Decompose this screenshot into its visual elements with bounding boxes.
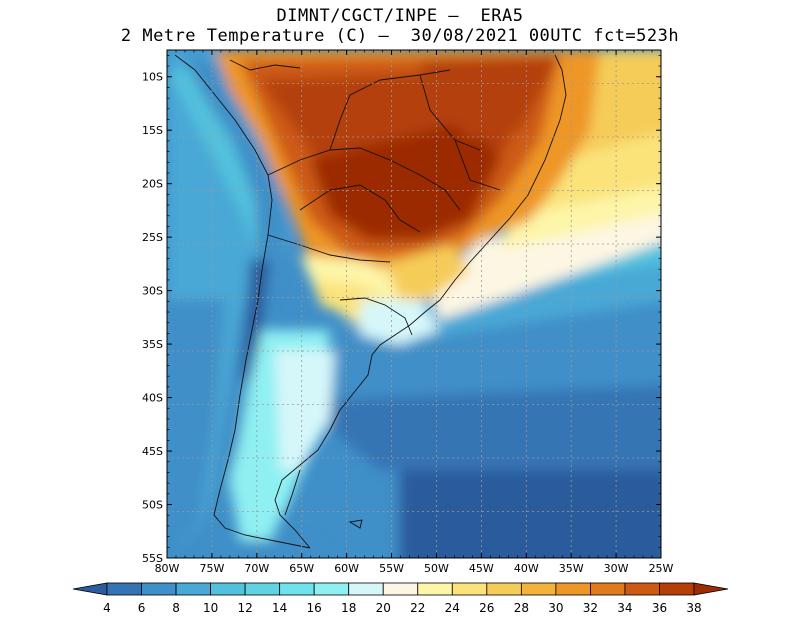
colorbar-swatch	[417, 582, 453, 596]
colorbar-label: 26	[479, 601, 494, 615]
colorbar-label: 20	[376, 601, 391, 615]
colorbar-swatch	[279, 582, 315, 596]
lat-label: 25S	[142, 231, 163, 244]
colorbar-label: 38	[686, 601, 701, 615]
lat-label: 10S	[142, 71, 163, 84]
colorbar-label: 10	[203, 601, 218, 615]
lon-label: 35W	[559, 562, 584, 575]
colorbar-swatch	[210, 582, 246, 596]
colorbar-label: 36	[652, 601, 667, 615]
lat-label: 15S	[142, 124, 163, 137]
lon-label: 70W	[244, 562, 269, 575]
lon-label: 45W	[469, 562, 494, 575]
lon-label: 40W	[514, 562, 539, 575]
lon-label: 80W	[155, 562, 180, 575]
colorbar-swatch	[313, 582, 350, 596]
colorbar-label: 22	[410, 601, 425, 615]
lat-label: 40S	[142, 392, 163, 405]
axis-ticks	[166, 50, 662, 559]
graticule	[167, 50, 661, 558]
colorbar-swatch	[244, 582, 281, 596]
colorbar-swatch	[141, 582, 177, 596]
colorbar-swatch	[555, 582, 591, 596]
lon-label: 75W	[199, 562, 224, 575]
colorbar-label: 34	[617, 601, 632, 615]
colorbar-label: 18	[341, 601, 356, 615]
lat-label: 20S	[142, 178, 163, 191]
colorbar-label: 6	[138, 601, 146, 615]
colorbar-swatch	[348, 582, 384, 596]
colorbar-label: 4	[103, 601, 111, 615]
coastlines	[174, 54, 567, 549]
colorbar-swatch	[175, 582, 211, 596]
colorbar-swatch	[382, 582, 419, 596]
lat-label: 45S	[142, 445, 163, 458]
temperature-field	[167, 50, 661, 558]
title-line-2: 2 Metre Temperature (C) – 30/08/2021 00U…	[120, 26, 680, 46]
lat-label: 55S	[142, 552, 163, 565]
colorbar-label: 14	[272, 601, 287, 615]
colorbar-swatch	[520, 582, 557, 596]
colorbar	[72, 582, 729, 596]
colorbar-low-arrow	[72, 582, 108, 596]
colorbar-swatch	[106, 582, 142, 596]
lon-label: 30W	[604, 562, 629, 575]
colorbar-label: 16	[307, 601, 322, 615]
colorbar-label: 12	[237, 601, 252, 615]
colorbar-high-arrow	[693, 582, 729, 596]
colorbar-swatch	[486, 582, 522, 596]
lon-label: 60W	[334, 562, 359, 575]
colorbar-swatch	[624, 582, 660, 596]
colorbar-swatch	[590, 582, 626, 596]
colorbar-label: 24	[445, 601, 460, 615]
lon-label: 65W	[289, 562, 314, 575]
lat-label: 30S	[142, 285, 163, 298]
colorbar-label: 28	[514, 601, 529, 615]
colorbar-label: 8	[172, 601, 180, 615]
colorbar-label: 30	[548, 601, 563, 615]
lon-label: 55W	[379, 562, 404, 575]
lat-label: 35S	[142, 338, 163, 351]
lon-label: 25W	[649, 562, 674, 575]
map-frame	[166, 49, 662, 559]
latitude-labels: 10S 15S 20S 25S 30S 35S 40S 45S 50S 55S	[142, 71, 163, 565]
longitude-labels: 80W 75W 70W 65W 60W 55W 50W 45W 40W 35W 30W 25W	[155, 562, 674, 575]
colorbar-swatch	[451, 582, 488, 596]
lon-label: 50W	[424, 562, 449, 575]
colorbar-labels: 4 6 8 10 12 14 16 18 20 22 24 26 28 30 32 34 36 38	[103, 601, 701, 615]
lat-label: 50S	[142, 499, 163, 512]
colorbar-swatch	[659, 582, 695, 596]
title-line-1: DIMNT/CGCT/INPE – ERA5	[276, 6, 524, 26]
colorbar-label: 32	[583, 601, 598, 615]
